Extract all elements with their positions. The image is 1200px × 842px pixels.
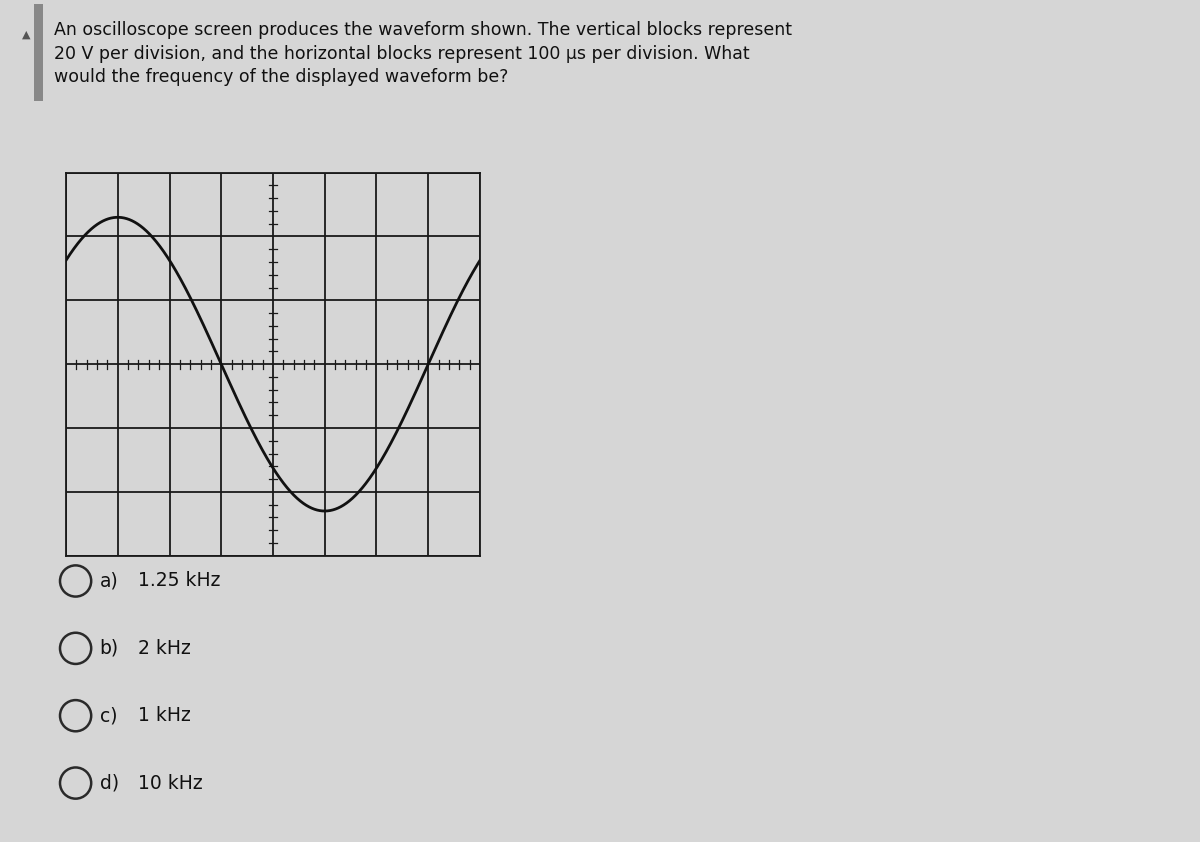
Text: ▲: ▲ xyxy=(22,29,30,40)
Text: 1 kHz: 1 kHz xyxy=(138,706,191,725)
Text: 2 kHz: 2 kHz xyxy=(138,639,191,658)
Bar xyxy=(34,4,43,101)
Text: 10 kHz: 10 kHz xyxy=(138,774,203,792)
Text: a): a) xyxy=(100,572,119,590)
Text: c): c) xyxy=(100,706,118,725)
Text: d): d) xyxy=(100,774,119,792)
Text: 1.25 kHz: 1.25 kHz xyxy=(138,572,221,590)
Text: An oscilloscope screen produces the waveform shown. The vertical blocks represen: An oscilloscope screen produces the wave… xyxy=(54,21,792,86)
Text: b): b) xyxy=(100,639,119,658)
